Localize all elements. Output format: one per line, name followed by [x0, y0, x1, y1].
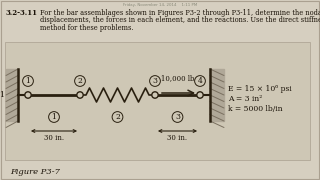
Text: 30 in.: 30 in. [167, 134, 188, 142]
Text: E = 15 × 10⁶ psi: E = 15 × 10⁶ psi [228, 85, 292, 93]
Text: 3  10,000 lb: 3 10,000 lb [152, 74, 195, 82]
Text: 2: 2 [77, 77, 83, 85]
Text: 2: 2 [115, 113, 120, 121]
Text: 1: 1 [26, 77, 30, 85]
Text: 30 in.: 30 in. [44, 134, 64, 142]
Text: 3.2-3.11: 3.2-3.11 [5, 9, 37, 17]
Text: 4: 4 [197, 77, 203, 85]
Text: Figure P3-7: Figure P3-7 [10, 168, 60, 176]
Text: 3: 3 [175, 113, 180, 121]
Bar [210, 69, 224, 121]
Text: method for these problems.: method for these problems. [40, 24, 133, 32]
Text: 1: 1 [52, 113, 56, 121]
Text: displacements, the forces in each element, and the reactions. Use the direct sti: displacements, the forces in each elemen… [40, 17, 320, 24]
Text: A = 3 in²: A = 3 in² [228, 95, 262, 103]
Text: 3: 3 [153, 77, 157, 85]
Circle shape [77, 92, 83, 98]
Text: Friday, November 14, 2014    1:11 PM: Friday, November 14, 2014 1:11 PM [123, 3, 197, 7]
Text: For the bar assemblages shown in Figures P3-2 through P3-11, determine the nodal: For the bar assemblages shown in Figures… [40, 9, 320, 17]
Text: k = 5000 lb/in: k = 5000 lb/in [228, 105, 283, 113]
Circle shape [197, 92, 203, 98]
Circle shape [25, 92, 31, 98]
Bar [6, 69, 18, 121]
Circle shape [152, 92, 158, 98]
Text: 1: 1 [0, 91, 4, 99]
Bar [5, 42, 310, 160]
